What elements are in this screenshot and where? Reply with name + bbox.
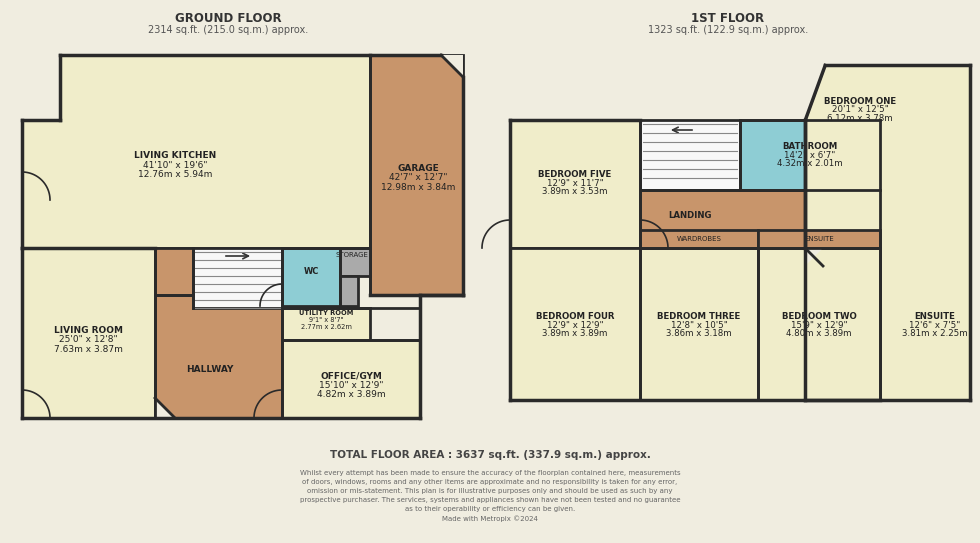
Text: 3.86m x 3.18m: 3.86m x 3.18m bbox=[666, 330, 732, 338]
Polygon shape bbox=[805, 65, 825, 120]
Text: Whilst every attempt has been made to ensure the accuracy of the floorplan conta: Whilst every attempt has been made to en… bbox=[300, 470, 680, 522]
Text: 2.77m x 2.62m: 2.77m x 2.62m bbox=[301, 324, 352, 330]
Text: 25'0" x 12'8": 25'0" x 12'8" bbox=[59, 336, 118, 344]
Text: WC: WC bbox=[304, 268, 318, 276]
Text: 12.98m x 3.84m: 12.98m x 3.84m bbox=[381, 183, 455, 192]
Text: BEDROOM TWO: BEDROOM TWO bbox=[782, 312, 857, 320]
Bar bbox=[340, 276, 358, 306]
Text: BEDROOM FIVE: BEDROOM FIVE bbox=[538, 169, 612, 179]
Bar bbox=[155, 248, 193, 295]
Text: 15'9" x 12'9": 15'9" x 12'9" bbox=[791, 320, 848, 330]
Text: LANDING: LANDING bbox=[668, 211, 711, 219]
Polygon shape bbox=[805, 248, 823, 266]
Text: BEDROOM THREE: BEDROOM THREE bbox=[658, 312, 741, 320]
Bar bbox=[510, 248, 640, 400]
Bar bbox=[758, 230, 880, 248]
Bar bbox=[22, 248, 155, 418]
Text: 9'1" x 8'7": 9'1" x 8'7" bbox=[309, 317, 343, 323]
Text: 6.12m x 3.78m: 6.12m x 3.78m bbox=[827, 115, 893, 123]
Text: 4.80m x 3.89m: 4.80m x 3.89m bbox=[786, 330, 852, 338]
Bar bbox=[510, 120, 640, 248]
Text: LIVING ROOM: LIVING ROOM bbox=[54, 326, 122, 335]
Text: 4.32m x 2.01m: 4.32m x 2.01m bbox=[777, 160, 843, 168]
Bar bbox=[740, 120, 880, 190]
Bar bbox=[282, 248, 340, 306]
Text: OFFICE/GYM: OFFICE/GYM bbox=[320, 371, 382, 380]
Bar bbox=[370, 55, 463, 295]
Bar bbox=[640, 248, 758, 400]
Bar bbox=[282, 308, 370, 340]
Text: WARDROBES: WARDROBES bbox=[676, 236, 721, 242]
Text: 2314 sq.ft. (215.0 sq.m.) approx.: 2314 sq.ft. (215.0 sq.m.) approx. bbox=[148, 25, 308, 35]
Text: 12'8" x 10'5": 12'8" x 10'5" bbox=[670, 320, 727, 330]
Text: ENSUITE: ENSUITE bbox=[805, 236, 834, 242]
Text: 4.82m x 3.89m: 4.82m x 3.89m bbox=[317, 390, 385, 399]
Bar bbox=[805, 248, 880, 400]
Text: STORAGE: STORAGE bbox=[335, 252, 368, 258]
Text: HALLWAY: HALLWAY bbox=[186, 365, 233, 375]
Text: BATHROOM: BATHROOM bbox=[782, 142, 838, 150]
Bar bbox=[640, 120, 740, 190]
Text: UTILITY ROOM: UTILITY ROOM bbox=[299, 310, 353, 316]
Text: 20'1" x 12'5": 20'1" x 12'5" bbox=[832, 105, 889, 115]
Text: 42'7" x 12'7": 42'7" x 12'7" bbox=[389, 174, 447, 182]
Polygon shape bbox=[805, 65, 970, 400]
Polygon shape bbox=[441, 55, 463, 77]
Bar bbox=[758, 248, 880, 400]
Text: 7.63m x 3.87m: 7.63m x 3.87m bbox=[54, 345, 122, 354]
Text: 14'2" x 6'7": 14'2" x 6'7" bbox=[784, 150, 836, 160]
Bar bbox=[282, 340, 420, 418]
Text: TOTAL FLOOR AREA : 3637 sq.ft. (337.9 sq.m.) approx.: TOTAL FLOOR AREA : 3637 sq.ft. (337.9 sq… bbox=[329, 450, 651, 460]
Text: BEDROOM ONE: BEDROOM ONE bbox=[824, 97, 896, 105]
Text: LIVING KITCHEN: LIVING KITCHEN bbox=[134, 151, 217, 160]
Bar bbox=[640, 190, 880, 248]
Text: 3.89m x 3.89m: 3.89m x 3.89m bbox=[542, 330, 608, 338]
Text: 12'9" x 11'7": 12'9" x 11'7" bbox=[547, 179, 604, 187]
Text: ENSUITE: ENSUITE bbox=[914, 312, 956, 320]
Text: 1ST FLOOR: 1ST FLOOR bbox=[692, 11, 764, 24]
Text: 12'6" x 7'5": 12'6" x 7'5" bbox=[909, 320, 960, 330]
Bar bbox=[340, 248, 370, 276]
Bar bbox=[155, 295, 282, 418]
Text: 3.81m x 2.25m: 3.81m x 2.25m bbox=[903, 330, 968, 338]
Text: 15'10" x 12'9": 15'10" x 12'9" bbox=[318, 381, 383, 389]
Text: 12.76m x 5.94m: 12.76m x 5.94m bbox=[138, 170, 213, 179]
Bar bbox=[193, 248, 282, 308]
Text: GROUND FLOOR: GROUND FLOOR bbox=[174, 11, 281, 24]
Text: BEDROOM FOUR: BEDROOM FOUR bbox=[536, 312, 614, 320]
Polygon shape bbox=[155, 398, 175, 418]
Polygon shape bbox=[22, 55, 370, 248]
Text: 12'9" x 12'9": 12'9" x 12'9" bbox=[547, 320, 604, 330]
Text: GARAGE: GARAGE bbox=[397, 164, 439, 173]
Text: 1323 sq.ft. (122.9 sq.m.) approx.: 1323 sq.ft. (122.9 sq.m.) approx. bbox=[648, 25, 808, 35]
Bar bbox=[640, 230, 758, 248]
Text: 41'10" x 19'6": 41'10" x 19'6" bbox=[143, 161, 207, 169]
Text: 3.89m x 3.53m: 3.89m x 3.53m bbox=[542, 187, 608, 197]
